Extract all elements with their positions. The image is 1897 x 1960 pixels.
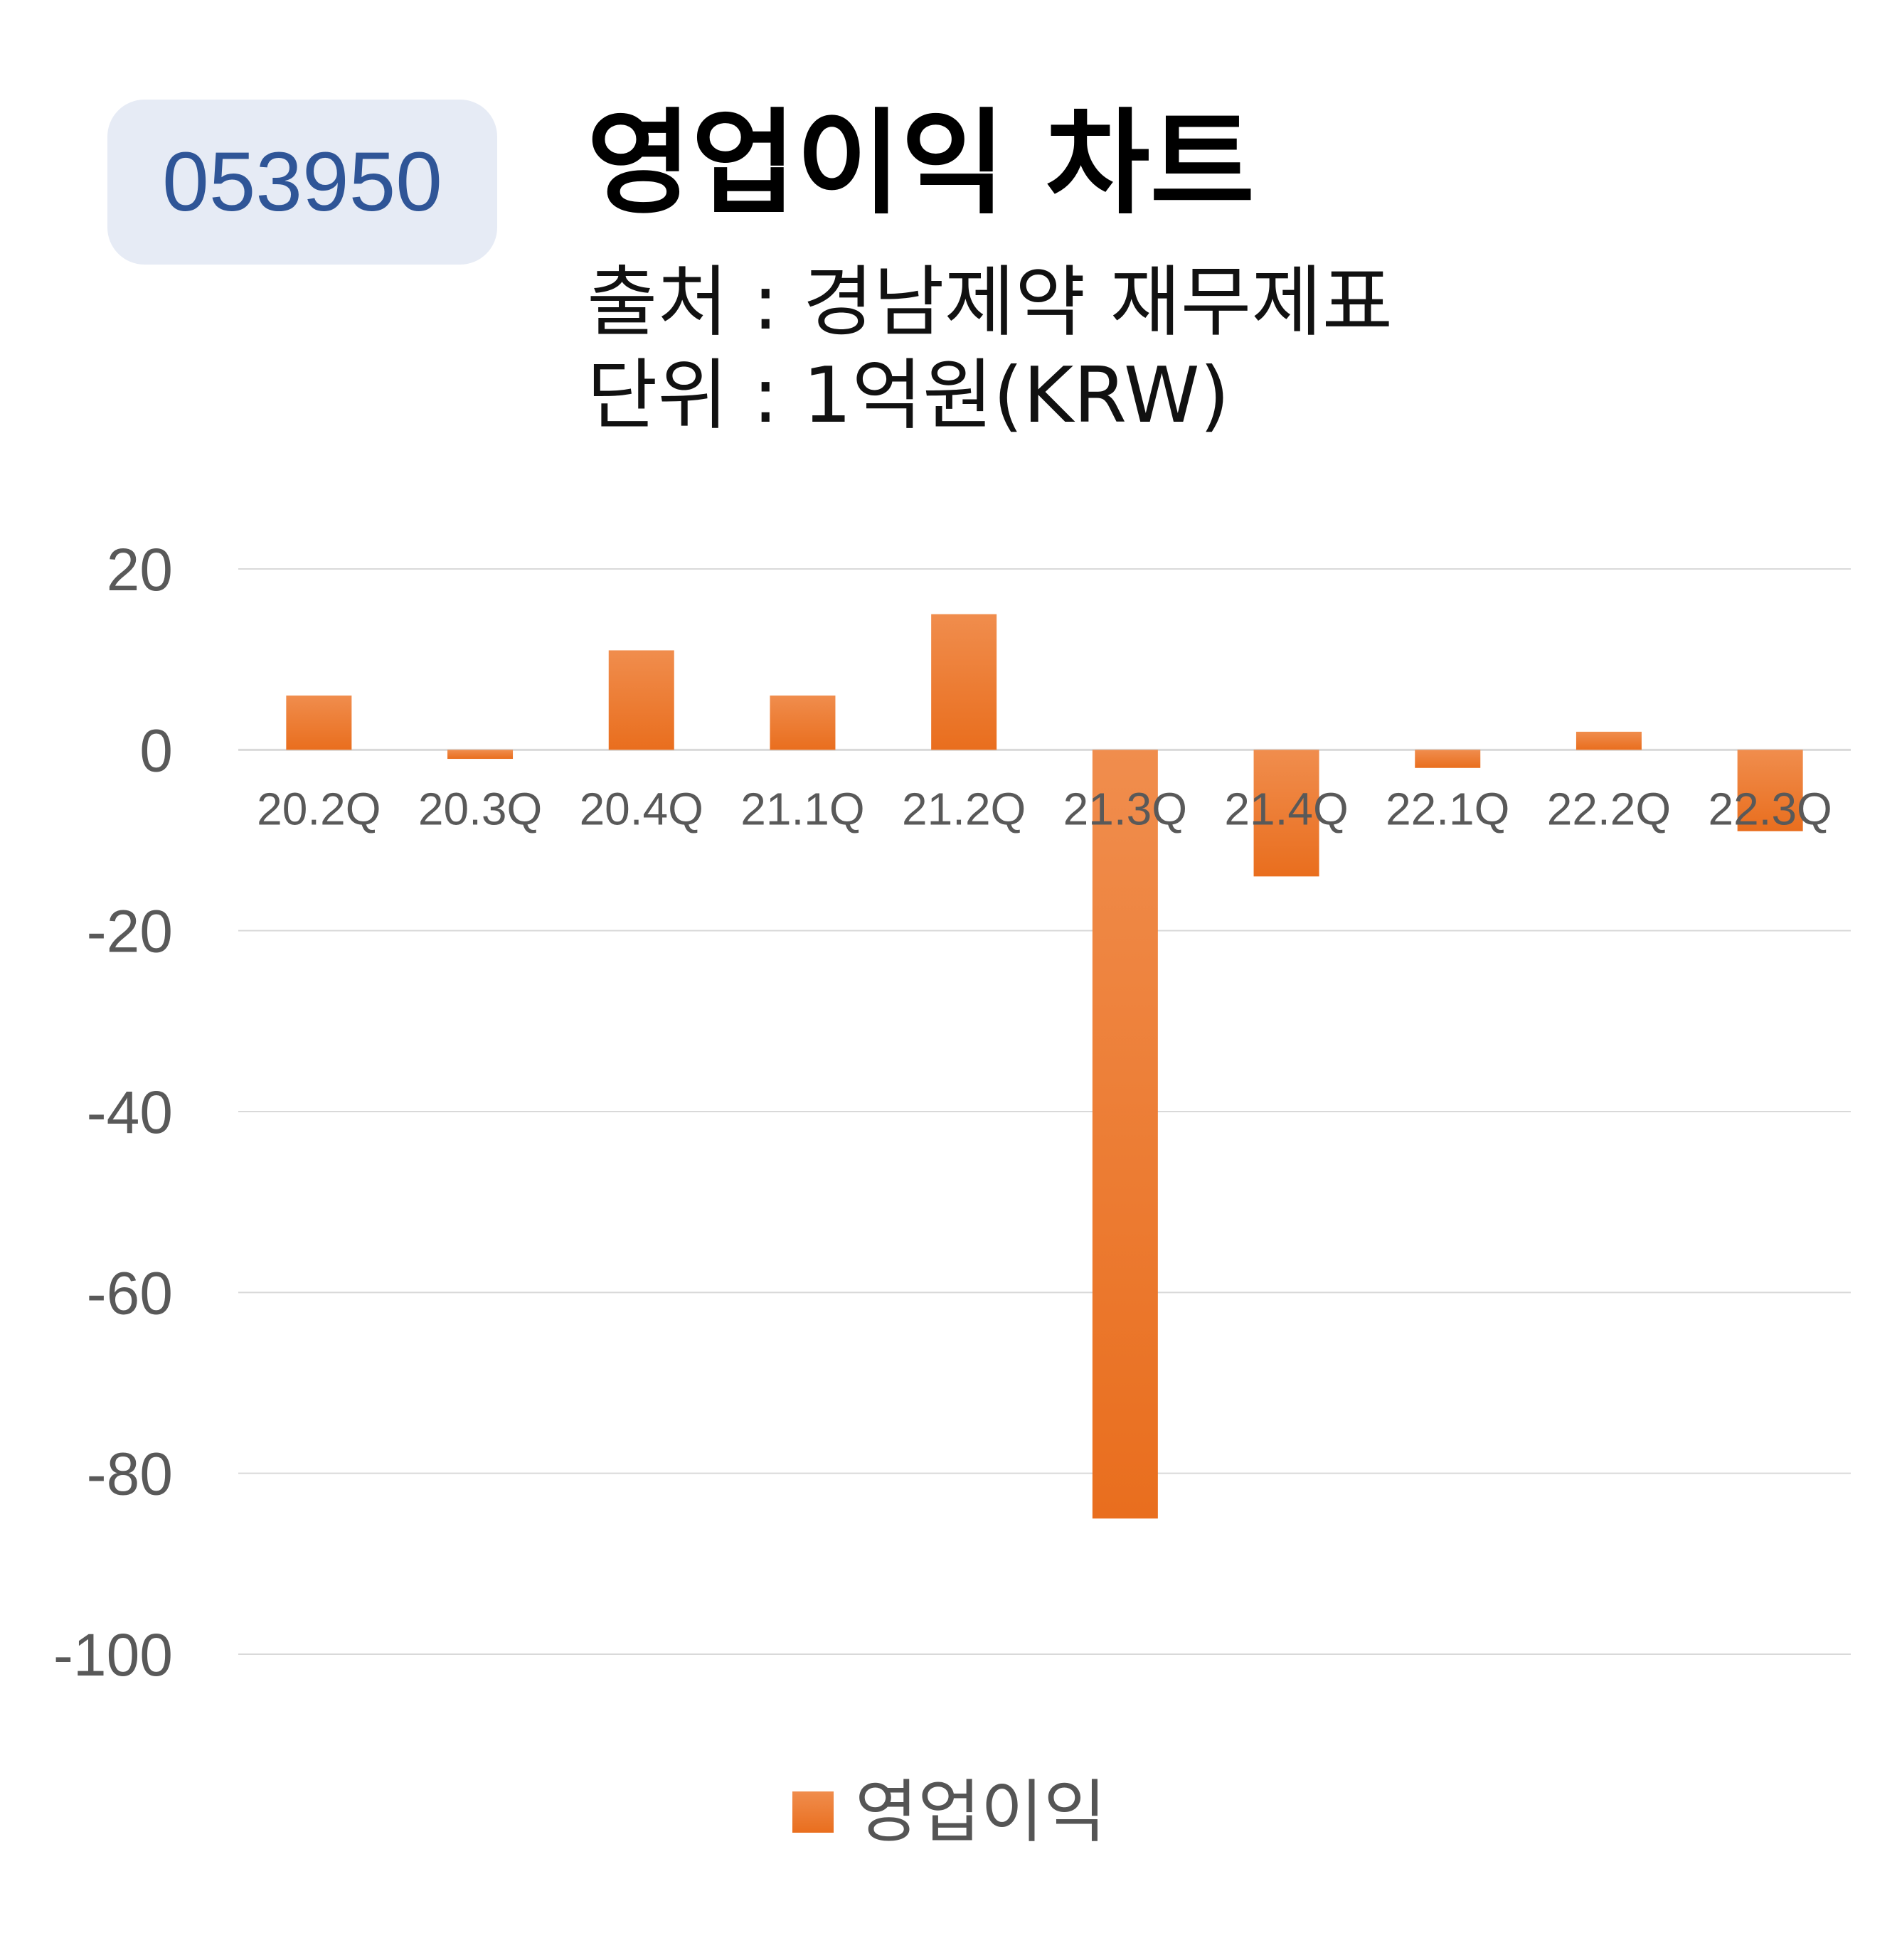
x-tick-label: 20.3Q	[418, 783, 542, 834]
category-labels: 20.2Q 20.3Q 20.4Q 21.1Q 21.2Q 21.3Q 21.4Q 22.1Q…	[257, 783, 1832, 834]
bar-22.2Q	[1575, 731, 1642, 750]
y-tick-label: -100	[53, 1621, 173, 1688]
x-tick-label: 22.1Q	[1386, 783, 1509, 834]
unit-label: 단위 : 1억원(KRW)	[587, 351, 1230, 440]
bar-20.2Q	[286, 696, 352, 750]
bar-22.1Q	[1415, 750, 1481, 768]
ticker-code: 053950	[162, 135, 442, 229]
ticker-badge: 053950	[107, 100, 497, 265]
x-tick-label: 22.2Q	[1547, 783, 1671, 834]
y-tick-label: -20	[87, 898, 173, 965]
x-tick-label: 21.4Q	[1224, 783, 1348, 834]
y-tick-label: -80	[87, 1441, 173, 1508]
bar-21.2Q	[931, 614, 997, 750]
legend-swatch	[792, 1791, 834, 1833]
gridlines: 20 0 -20 -40 -60 -80 -100	[53, 536, 1851, 1688]
x-tick-label: 20.2Q	[257, 783, 381, 834]
x-tick-label: 21.1Q	[740, 783, 864, 834]
bar-20.4Q	[608, 650, 674, 750]
chart-title: 영업이익 차트	[587, 97, 1255, 230]
bar-22.3Q	[1737, 750, 1803, 831]
bars	[286, 614, 1803, 1519]
x-tick-label: 21.3Q	[1063, 783, 1187, 834]
legend: 영업이익	[792, 1778, 1106, 1846]
source-label: 출처 : 경남제약 재무제표	[587, 258, 1393, 347]
y-tick-label: 0	[139, 717, 173, 784]
x-tick-label: 21.2Q	[902, 783, 1026, 834]
legend-label: 영업이익	[855, 1772, 1107, 1852]
y-tick-label: -60	[87, 1259, 173, 1326]
x-tick-label: 22.3Q	[1708, 783, 1832, 834]
bar-21.4Q	[1253, 750, 1319, 877]
bar-20.3Q	[447, 750, 514, 760]
x-tick-label: 20.4Q	[580, 783, 703, 834]
bar-21.1Q	[770, 696, 836, 750]
bar-21.3Q	[1092, 750, 1158, 1519]
y-tick-label: 20	[107, 536, 173, 603]
y-tick-label: -40	[87, 1079, 173, 1146]
